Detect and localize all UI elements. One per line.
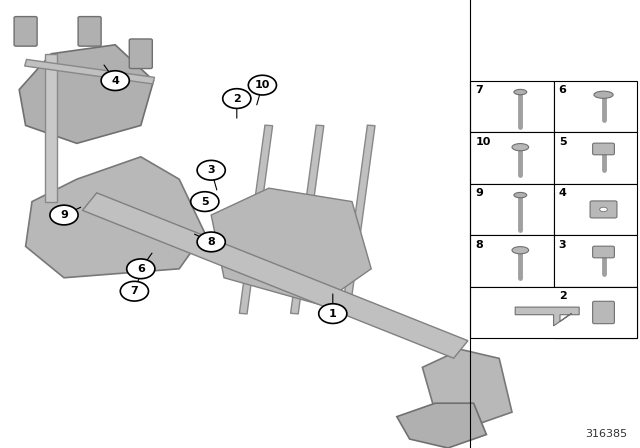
Circle shape (197, 232, 225, 252)
Bar (554, 235, 637, 287)
Circle shape (223, 89, 251, 108)
Polygon shape (83, 193, 468, 358)
Text: 5: 5 (559, 137, 566, 146)
Bar (470, 235, 554, 287)
Bar (470, 287, 637, 338)
Text: 3: 3 (559, 240, 566, 250)
Text: 316385: 316385 (585, 429, 627, 439)
Text: 2: 2 (233, 94, 241, 103)
FancyBboxPatch shape (14, 17, 37, 46)
Text: 4: 4 (559, 188, 566, 198)
Text: 5: 5 (201, 197, 209, 207)
Text: 8: 8 (207, 237, 215, 247)
Polygon shape (45, 54, 57, 202)
Polygon shape (342, 125, 375, 314)
Ellipse shape (514, 193, 527, 198)
Polygon shape (239, 125, 273, 314)
Ellipse shape (512, 143, 529, 151)
Text: 4: 4 (111, 76, 119, 86)
Polygon shape (25, 60, 154, 84)
Text: 6: 6 (559, 85, 566, 95)
Polygon shape (26, 157, 205, 278)
Bar (554, 81, 637, 132)
Ellipse shape (594, 91, 613, 98)
Circle shape (248, 75, 276, 95)
Text: 9: 9 (476, 188, 483, 198)
Circle shape (197, 160, 225, 180)
FancyBboxPatch shape (593, 302, 614, 323)
Polygon shape (211, 188, 371, 305)
Text: 8: 8 (476, 240, 483, 250)
Text: 9: 9 (60, 210, 68, 220)
Bar (554, 287, 637, 338)
FancyBboxPatch shape (593, 143, 614, 155)
Circle shape (191, 192, 219, 211)
Text: 3: 3 (207, 165, 215, 175)
Text: 1: 1 (329, 309, 337, 319)
FancyBboxPatch shape (78, 17, 101, 46)
FancyBboxPatch shape (593, 246, 614, 258)
FancyBboxPatch shape (590, 201, 617, 218)
Circle shape (120, 281, 148, 301)
Polygon shape (19, 45, 154, 143)
Polygon shape (515, 307, 579, 326)
Text: 7: 7 (476, 85, 483, 95)
Text: 6: 6 (137, 264, 145, 274)
Circle shape (50, 205, 78, 225)
Polygon shape (422, 349, 512, 426)
Ellipse shape (600, 207, 607, 212)
Text: 2: 2 (559, 291, 566, 301)
Circle shape (101, 71, 129, 90)
Text: 10: 10 (476, 137, 491, 146)
Polygon shape (397, 403, 486, 448)
FancyBboxPatch shape (129, 39, 152, 69)
Bar (554, 132, 637, 184)
Circle shape (319, 304, 347, 323)
Bar (470, 132, 554, 184)
Polygon shape (291, 125, 324, 314)
Ellipse shape (512, 246, 529, 254)
Bar (470, 81, 554, 132)
Circle shape (127, 259, 155, 279)
Text: 7: 7 (131, 286, 138, 296)
Text: 10: 10 (255, 80, 270, 90)
Bar (554, 184, 637, 235)
Bar (470, 184, 554, 235)
Ellipse shape (514, 90, 527, 95)
